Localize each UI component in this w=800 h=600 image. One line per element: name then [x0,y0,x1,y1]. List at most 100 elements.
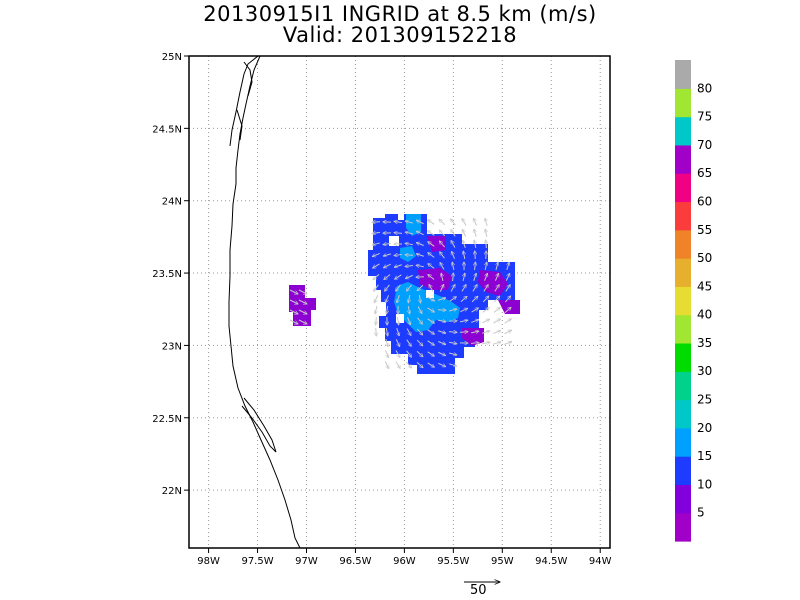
wind-vector [373,273,380,279]
colorbar-swatch [675,456,691,486]
colorbar-swatch [675,342,691,372]
wind-vector [406,361,411,368]
wind-vector [298,319,307,324]
wind-vector [405,274,413,278]
colorbar-label: 50 [697,251,712,265]
wind-vector [386,305,387,314]
wind-vector [372,243,380,245]
colorbar-swatch [675,88,691,118]
wind-vector [406,284,412,291]
wind-vector [438,362,445,366]
wind-vector [429,285,434,292]
wind-vector [462,219,467,226]
colorbar-label: 20 [697,421,712,435]
wind-vector [427,318,435,323]
wind-vector [459,332,468,333]
wind-vector [416,350,423,356]
wind-vector [473,218,477,226]
wind-vector [493,296,499,303]
wind-vector [472,285,477,292]
wind-vector [405,243,414,244]
wind-vector [289,309,298,314]
wind-vector [373,263,380,268]
lat-tick-label: 23.5N [152,269,182,280]
colorbar-label: 5 [697,506,705,520]
wind-vector [496,262,498,270]
wind-vector [460,296,467,302]
wind-vector [470,343,479,344]
wind-vector [289,299,298,304]
colorbar-swatch [675,258,691,287]
wind-vectors [289,218,512,369]
axis-ticks: 98W 97.5W 97W 96.5W 96W 95.5W 95W 94.5W 94W 22N 22… [152,52,611,567]
colorbar: 5 10 15 20 25 30 35 40 45 50 55 60 65 70 75 80 [675,60,712,542]
wind-vector [428,264,435,269]
wind-vector [438,331,446,334]
wind-vector [385,284,390,291]
colorbar-swatch [675,60,691,89]
wind-vector [452,262,454,271]
wind-vector [416,254,424,257]
wind-vector [451,219,456,226]
colorbar-label: 25 [697,393,712,407]
wind-vector [438,351,445,355]
wind-vector [394,254,403,255]
wind-vector [416,339,423,346]
colorbar-swatch [675,314,691,344]
wind-vector [372,252,380,256]
wind-vector [419,294,420,303]
wind-vector [486,240,487,249]
colorbar-label: 80 [697,81,712,95]
wind-vector [494,285,499,292]
wind-cell-core-2 [406,214,421,236]
wind-vector [395,350,400,358]
lon-tick-label: 96.5W [339,556,371,567]
wind-vector [451,251,455,259]
wind-vector [482,308,489,313]
data-gap [389,236,399,246]
data-gap [426,290,434,298]
wind-vector [438,298,446,301]
colorbar-label: 40 [697,308,712,322]
wind-vector [493,319,501,324]
wind-vector [408,305,409,314]
wind-vector [298,309,307,314]
wind-vector [416,231,424,236]
wind-vector [437,320,446,322]
wind-vector [395,361,400,369]
wind-vector [462,229,467,237]
wind-vector [438,341,445,345]
wind-vector [463,240,466,248]
colorbar-swatch [675,512,691,542]
map-title: 20130915I1 INGRID at 8.5 km (m/s) [203,2,597,26]
colorbar-label: 45 [697,279,712,293]
wind-vector [463,273,465,282]
colorbar-label: 10 [697,477,712,491]
wind-cell-purple-3 [498,300,520,314]
wind-vector [428,231,435,236]
lon-tick-label: 94W [589,556,612,567]
wind-vector [394,265,402,268]
wind-vector [451,241,456,248]
wind-vector [386,339,388,347]
lat-tick-label: 22N [162,486,182,497]
wind-vector [439,230,446,237]
colorbar-label: 55 [697,223,712,237]
wind-vector [394,221,403,222]
wind-speed-field [289,214,520,374]
map-subtitle: Valid: 201309152218 [282,23,518,47]
wind-vector [289,319,298,324]
wind-vector [505,296,510,303]
wind-vector [405,232,414,234]
colorbar-swatch [675,201,691,231]
colorbar-swatch [675,371,691,401]
wind-vector [485,229,487,238]
wind-vector [481,342,490,344]
wind-vector [416,328,422,335]
wind-vector [384,361,388,368]
wind-vector [471,308,479,313]
wind-vector [440,252,445,259]
wind-vector [298,289,307,294]
wind-vector [471,320,478,323]
